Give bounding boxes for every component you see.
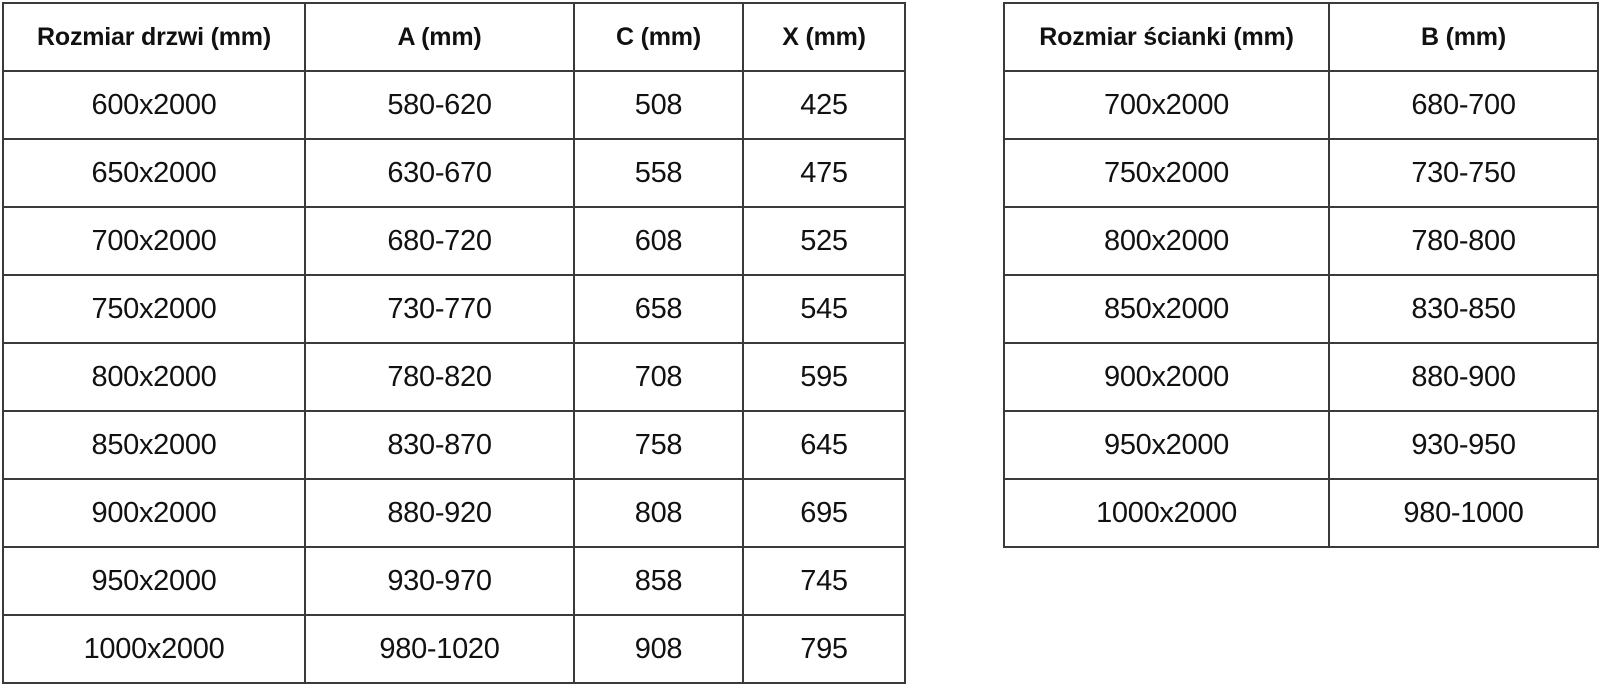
- cell-b: 880-900: [1328, 342, 1599, 412]
- cell-c: 708: [573, 342, 744, 412]
- cell-b: 830-850: [1328, 274, 1599, 344]
- cell-x: 645: [742, 410, 906, 480]
- cell-x: 695: [742, 478, 906, 548]
- column-header-b: B (mm): [1328, 2, 1599, 72]
- cell-x: 795: [742, 614, 906, 684]
- table-header-row: Rozmiar drzwi (mm) A (mm) C (mm) X (mm): [2, 2, 906, 72]
- cell-wall-size: 1000x2000: [1003, 478, 1330, 548]
- cell-a: 930-970: [304, 546, 575, 616]
- cell-door-size: 900x2000: [2, 478, 306, 548]
- cell-door-size: 700x2000: [2, 206, 306, 276]
- column-header-x: X (mm): [742, 2, 906, 72]
- cell-b: 730-750: [1328, 138, 1599, 208]
- cell-a: 630-670: [304, 138, 575, 208]
- door-size-table: Rozmiar drzwi (mm) A (mm) C (mm) X (mm) …: [2, 2, 906, 684]
- cell-b: 680-700: [1328, 70, 1599, 140]
- cell-c: 758: [573, 410, 744, 480]
- cell-wall-size: 900x2000: [1003, 342, 1330, 412]
- table-row: 700x2000 680-700: [1003, 70, 1599, 140]
- cell-a: 830-870: [304, 410, 575, 480]
- cell-door-size: 1000x2000: [2, 614, 306, 684]
- cell-door-size: 650x2000: [2, 138, 306, 208]
- cell-a: 980-1020: [304, 614, 575, 684]
- cell-wall-size: 700x2000: [1003, 70, 1330, 140]
- cell-door-size: 600x2000: [2, 70, 306, 140]
- door-size-table-body: 600x2000 580-620 508 425 650x2000 630-67…: [2, 70, 906, 684]
- cell-b: 980-1000: [1328, 478, 1599, 548]
- cell-wall-size: 950x2000: [1003, 410, 1330, 480]
- table-row: 700x2000 680-720 608 525: [2, 206, 906, 276]
- cell-door-size: 750x2000: [2, 274, 306, 344]
- table-header-row: Rozmiar ścianki (mm) B (mm): [1003, 2, 1599, 72]
- table-row: 1000x2000 980-1000: [1003, 478, 1599, 548]
- cell-a: 680-720: [304, 206, 575, 276]
- column-header-door-size: Rozmiar drzwi (mm): [2, 2, 306, 72]
- table-row: 850x2000 830-870 758 645: [2, 410, 906, 480]
- table-row: 900x2000 880-900: [1003, 342, 1599, 412]
- cell-x: 425: [742, 70, 906, 140]
- table-row: 600x2000 580-620 508 425: [2, 70, 906, 140]
- cell-x: 545: [742, 274, 906, 344]
- column-header-c: C (mm): [573, 2, 744, 72]
- cell-x: 475: [742, 138, 906, 208]
- cell-wall-size: 800x2000: [1003, 206, 1330, 276]
- door-size-table-head: Rozmiar drzwi (mm) A (mm) C (mm) X (mm): [2, 2, 906, 72]
- table-row: 1000x2000 980-1020 908 795: [2, 614, 906, 684]
- cell-wall-size: 750x2000: [1003, 138, 1330, 208]
- cell-door-size: 800x2000: [2, 342, 306, 412]
- table-row: 850x2000 830-850: [1003, 274, 1599, 344]
- table-row: 800x2000 780-820 708 595: [2, 342, 906, 412]
- cell-a: 780-820: [304, 342, 575, 412]
- table-row: 900x2000 880-920 808 695: [2, 478, 906, 548]
- cell-c: 808: [573, 478, 744, 548]
- wall-panel-size-table: Rozmiar ścianki (mm) B (mm) 700x2000 680…: [1003, 2, 1599, 548]
- table-row: 650x2000 630-670 558 475: [2, 138, 906, 208]
- table-row: 950x2000 930-950: [1003, 410, 1599, 480]
- cell-a: 730-770: [304, 274, 575, 344]
- table-row: 950x2000 930-970 858 745: [2, 546, 906, 616]
- wall-panel-size-table-body: 700x2000 680-700 750x2000 730-750 800x20…: [1003, 70, 1599, 548]
- cell-a: 580-620: [304, 70, 575, 140]
- column-header-wall-size: Rozmiar ścianki (mm): [1003, 2, 1330, 72]
- cell-c: 858: [573, 546, 744, 616]
- cell-c: 558: [573, 138, 744, 208]
- cell-c: 908: [573, 614, 744, 684]
- cell-door-size: 950x2000: [2, 546, 306, 616]
- cell-c: 508: [573, 70, 744, 140]
- wall-panel-size-table-head: Rozmiar ścianki (mm) B (mm): [1003, 2, 1599, 72]
- table-row: 750x2000 730-750: [1003, 138, 1599, 208]
- cell-x: 595: [742, 342, 906, 412]
- table-row: 800x2000 780-800: [1003, 206, 1599, 276]
- cell-c: 608: [573, 206, 744, 276]
- column-header-a: A (mm): [304, 2, 575, 72]
- cell-a: 880-920: [304, 478, 575, 548]
- cell-b: 930-950: [1328, 410, 1599, 480]
- cell-x: 525: [742, 206, 906, 276]
- cell-x: 745: [742, 546, 906, 616]
- table-row: 750x2000 730-770 658 545: [2, 274, 906, 344]
- cell-door-size: 850x2000: [2, 410, 306, 480]
- cell-wall-size: 850x2000: [1003, 274, 1330, 344]
- cell-b: 780-800: [1328, 206, 1599, 276]
- cell-c: 658: [573, 274, 744, 344]
